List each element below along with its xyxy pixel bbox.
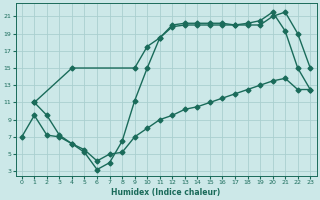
X-axis label: Humidex (Indice chaleur): Humidex (Indice chaleur) (111, 188, 221, 197)
